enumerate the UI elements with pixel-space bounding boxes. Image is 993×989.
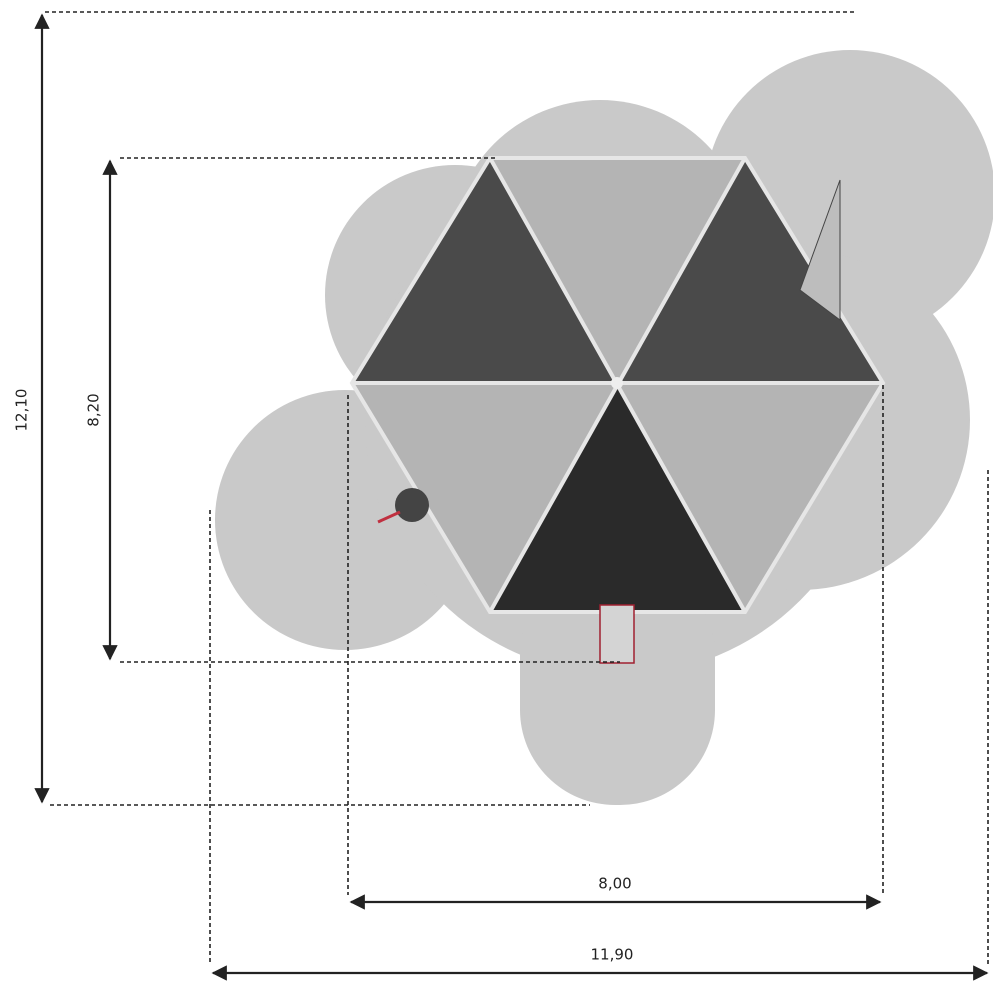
dimension-label: 8,00	[598, 875, 631, 893]
dimension-label: 12,10	[13, 389, 31, 432]
dimension-label: 8,20	[85, 393, 103, 426]
dimension-label: 11,90	[591, 946, 634, 964]
equipment	[377, 179, 841, 664]
shade-sails	[349, 156, 886, 614]
dimension-lines	[34, 11, 989, 981]
